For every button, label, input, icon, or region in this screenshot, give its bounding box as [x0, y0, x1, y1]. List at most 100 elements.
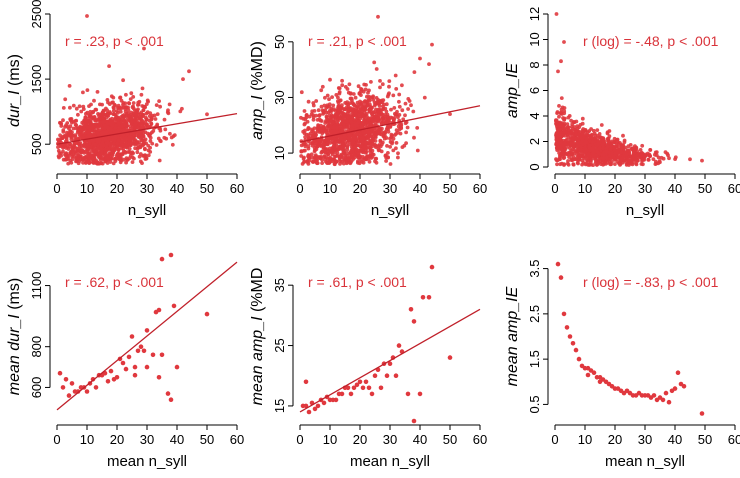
- data-point: [354, 124, 359, 128]
- data-point: [318, 139, 322, 144]
- data-point: [345, 87, 350, 91]
- data-point: [599, 123, 604, 127]
- data-point: [303, 144, 308, 149]
- data-point: [406, 97, 411, 101]
- data-point: [412, 70, 417, 74]
- data-point: [616, 148, 620, 153]
- data-point: [654, 153, 659, 158]
- data-point: [330, 95, 334, 99]
- data-point: [159, 352, 165, 358]
- data-point: [554, 158, 559, 163]
- data-point: [639, 150, 644, 155]
- data-point: [592, 131, 597, 136]
- data-point: [397, 127, 402, 132]
- data-point: [336, 100, 341, 105]
- data-point: [390, 141, 394, 146]
- x-tick-label: 40: [668, 432, 682, 447]
- data-point: [666, 399, 672, 405]
- data-point: [415, 148, 420, 153]
- data-point: [322, 103, 327, 108]
- data-point: [651, 393, 657, 398]
- data-point: [367, 146, 372, 150]
- data-point: [84, 389, 90, 394]
- data-point: [347, 136, 351, 141]
- panel-p2: 0 10 20 30 40 50 60 n_syll 10 30 50 amp_I (%MD) r = …: [249, 14, 487, 219]
- data-point: [554, 12, 559, 16]
- data-point: [379, 118, 384, 123]
- data-point: [79, 109, 84, 114]
- data-point: [313, 153, 318, 158]
- data-point: [568, 142, 573, 146]
- data-point: [617, 152, 622, 157]
- data-point: [393, 73, 398, 78]
- data-point: [597, 379, 603, 385]
- y-tick-label: 2500: [29, 0, 44, 28]
- data-point: [368, 122, 373, 127]
- y-axis-label: mean amp_IE: [504, 286, 521, 386]
- x-tick-label: 10: [578, 432, 592, 447]
- data-point: [380, 100, 385, 105]
- data-point: [575, 124, 580, 129]
- x-tick-label: 10: [323, 432, 337, 447]
- data-point: [168, 397, 174, 403]
- data-point: [624, 152, 629, 157]
- data-point: [121, 78, 125, 83]
- data-point: [307, 155, 312, 160]
- data-point: [336, 391, 342, 397]
- data-point: [348, 101, 353, 105]
- data-point: [340, 83, 345, 88]
- data-point: [430, 42, 434, 47]
- data-point: [366, 385, 372, 391]
- x-tick-label: 60: [473, 181, 487, 196]
- data-point: [422, 95, 427, 100]
- data-point: [330, 120, 335, 125]
- points: [299, 14, 452, 167]
- data-point: [596, 162, 600, 166]
- trend-line: [56, 112, 238, 145]
- data-point: [562, 40, 566, 44]
- data-point: [343, 101, 348, 105]
- data-point: [388, 162, 393, 166]
- data-point: [405, 391, 411, 397]
- data-point: [135, 140, 139, 144]
- data-point: [572, 141, 576, 146]
- data-point: [331, 147, 335, 151]
- data-point: [100, 110, 105, 115]
- data-point: [306, 127, 310, 132]
- data-point: [559, 59, 563, 64]
- data-point: [585, 372, 591, 378]
- points: [554, 12, 704, 168]
- data-point: [130, 155, 135, 160]
- data-point: [338, 98, 343, 103]
- y-tick-label: 6: [527, 87, 542, 94]
- data-point: [623, 145, 628, 150]
- data-point: [85, 110, 90, 115]
- data-point: [109, 94, 114, 99]
- data-point: [559, 147, 564, 151]
- data-point: [342, 157, 346, 162]
- data-point: [556, 146, 560, 151]
- data-point: [565, 125, 570, 130]
- data-point: [586, 152, 591, 157]
- data-point: [336, 104, 341, 109]
- data-point: [140, 104, 145, 108]
- x-axis-label: n_syll: [626, 202, 664, 219]
- data-point: [118, 105, 122, 110]
- data-point: [566, 115, 571, 120]
- y-tick-label: 3.5: [527, 260, 542, 278]
- data-point: [87, 139, 92, 144]
- data-point: [348, 91, 353, 96]
- data-point: [376, 14, 380, 19]
- y-tick-label: 50: [272, 35, 287, 49]
- data-point: [310, 133, 315, 138]
- data-point: [653, 159, 658, 164]
- data-point: [115, 118, 120, 123]
- data-point: [383, 112, 388, 117]
- y-axis-label-part: mean: [249, 361, 266, 405]
- data-point: [361, 155, 365, 159]
- data-point: [597, 146, 602, 151]
- data-point: [357, 139, 361, 144]
- data-point: [558, 135, 563, 139]
- data-point: [609, 162, 613, 167]
- data-point: [558, 275, 564, 280]
